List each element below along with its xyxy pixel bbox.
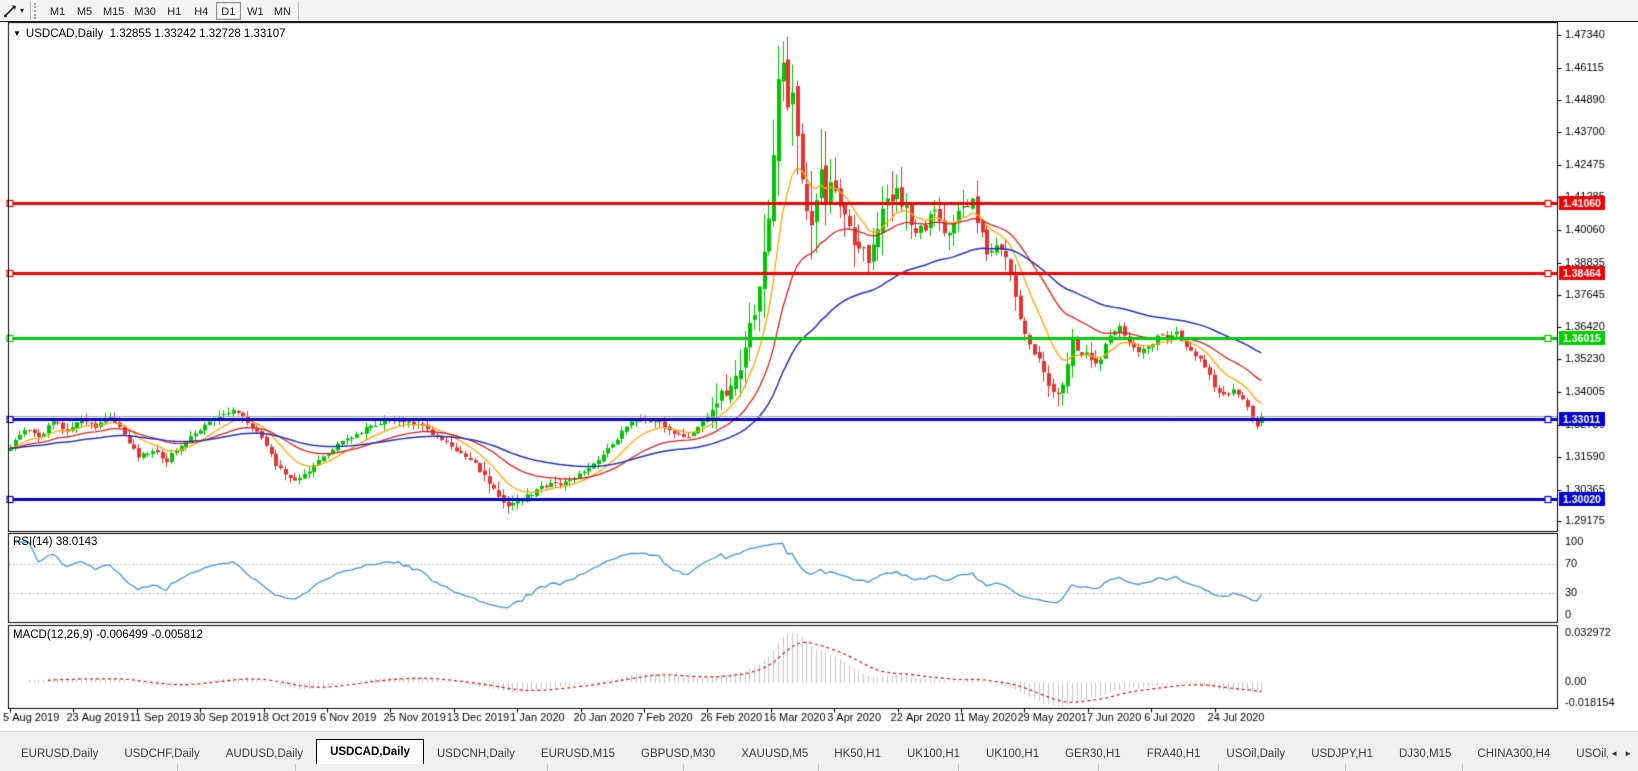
chart-symbol-label: USDCAD,Daily bbox=[25, 28, 104, 40]
chart-tab-eurusd-m15[interactable]: EURUSD,M15 bbox=[540, 748, 616, 760]
toolbar-separator-end bbox=[297, 1, 299, 20]
timeframe-toolbar: ▾ M1 M5 M15 M30 H1 H4 D1 W1 MN bbox=[0, 0, 1638, 22]
chart-window: ▼ USDCAD,Daily 1.32855 1.33242 1.32728 1.… bbox=[0, 22, 1638, 731]
chart-tab-bar: EURUSD,Daily USDCHF,Daily AUDUSD,Daily USDC… bbox=[0, 738, 1638, 764]
chart-tab-xauusd-m5[interactable]: XAUUSD,M5 bbox=[741, 748, 809, 760]
chart-tab-hk50-h1[interactable]: HK50,H1 bbox=[834, 748, 881, 760]
timeframe-button-h1[interactable]: H1 bbox=[167, 5, 182, 18]
tab-scroll-arrows: ◄ ► bbox=[1610, 749, 1632, 758]
chart-tab-uk100-h1[interactable]: UK100,H1 bbox=[906, 748, 961, 760]
chart-tab-usoil-daily[interactable]: USOil,Daily bbox=[1226, 748, 1286, 760]
chart-tab-usdcad-daily[interactable]: USDCAD,Daily bbox=[316, 739, 424, 764]
rsi-indicator-label: RSI(14) 38.0143 bbox=[13, 536, 98, 548]
macd-indicator-label: MACD(12,26,9) -0.006499 -0.005812 bbox=[13, 629, 203, 641]
chart-tab-usoil-h[interactable]: USOil,H bbox=[1576, 748, 1608, 760]
tab-scroll-left-icon[interactable]: ◄ bbox=[1610, 749, 1619, 758]
chart-tab-dj30-m15[interactable]: DJ30,M15 bbox=[1398, 748, 1452, 760]
chart-tab-ger30-h1[interactable]: GER30,H1 bbox=[1065, 748, 1121, 760]
timeframe-button-d1[interactable]: D1 bbox=[215, 1, 241, 20]
toolbar-grip[interactable] bbox=[34, 2, 40, 19]
toolbar-separator bbox=[30, 1, 32, 20]
chart-canvas[interactable] bbox=[0, 22, 1638, 731]
timeframe-button-m30[interactable]: M30 bbox=[134, 5, 156, 18]
symbol-dropdown-icon[interactable]: ▼ bbox=[13, 29, 21, 38]
chart-tab-audusd-daily[interactable]: AUDUSD,Daily bbox=[225, 748, 304, 760]
chart-tab-usdchf-daily[interactable]: USDCHF,Daily bbox=[124, 748, 200, 760]
cursor-tool-dropdown-icon[interactable]: ▾ bbox=[20, 6, 25, 15]
tab-scroll-right-icon[interactable]: ► bbox=[1624, 749, 1632, 758]
chart-tab-eurusd-daily[interactable]: EURUSD,Daily bbox=[21, 748, 99, 760]
tab-understrip bbox=[0, 764, 1638, 771]
chart-tab-usdcnh-daily[interactable]: USDCNH,Daily bbox=[436, 748, 515, 760]
chart-tab-uk100-h1[interactable]: UK100,H1 bbox=[986, 748, 1040, 760]
timeframe-button-w1[interactable]: W1 bbox=[247, 5, 264, 18]
chart-tab-usdjpy-h1[interactable]: USDJPY,H1 bbox=[1311, 748, 1373, 760]
chart-tab-gbpusd-m30[interactable]: GBPUSD,M30 bbox=[641, 748, 716, 760]
chart-tab-fra40-h1[interactable]: FRA40,H1 bbox=[1146, 748, 1201, 760]
chart-tab-zone: EURUSD,Daily USDCHF,Daily AUDUSD,Daily USDC… bbox=[0, 731, 1638, 771]
cursor-tool-icon[interactable] bbox=[1, 3, 19, 19]
chart-title: ▼ USDCAD,Daily 1.32855 1.33242 1.32728 1.… bbox=[13, 28, 286, 40]
chart-tab-china300-h4[interactable]: CHINA300,H4 bbox=[1477, 748, 1551, 760]
timeframe-button-mn[interactable]: MN bbox=[273, 5, 291, 18]
timeframe-button-m15[interactable]: M15 bbox=[103, 5, 125, 18]
chart-ohlc-values: 1.32855 1.33242 1.32728 1.33107 bbox=[103, 28, 286, 40]
timeframe-button-m1[interactable]: M1 bbox=[49, 5, 66, 18]
timeframe-button-m5[interactable]: M5 bbox=[76, 5, 93, 18]
timeframe-button-h4[interactable]: H4 bbox=[194, 5, 209, 18]
